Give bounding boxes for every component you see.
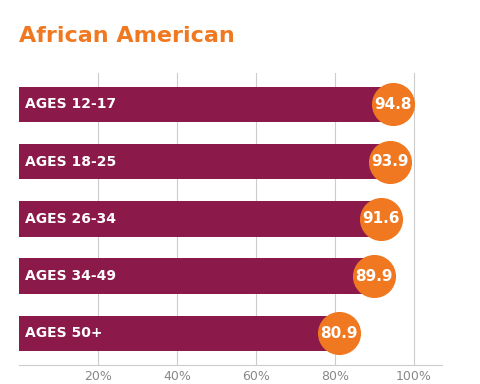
- Point: [335, 330, 342, 336]
- Point: [377, 216, 384, 222]
- Text: 91.6: 91.6: [362, 211, 399, 227]
- Point: [370, 273, 378, 279]
- Text: AGES 34-49: AGES 34-49: [25, 269, 116, 283]
- Bar: [19, 316, 338, 351]
- Text: 80.9: 80.9: [320, 326, 357, 341]
- Point: [386, 159, 394, 165]
- Bar: [19, 87, 394, 122]
- Text: African American: African American: [19, 26, 243, 46]
- Text: 93.9: 93.9: [371, 154, 408, 169]
- Text: AGES 18-25: AGES 18-25: [25, 155, 116, 169]
- Text: AGES 12-17: AGES 12-17: [25, 98, 116, 111]
- Bar: [19, 258, 374, 294]
- Text: by age: by age: [406, 26, 480, 46]
- Text: AGES 50+: AGES 50+: [25, 326, 103, 340]
- Point: [390, 101, 397, 108]
- Text: menthol use: menthol use: [243, 26, 406, 46]
- Text: 89.9: 89.9: [355, 268, 393, 284]
- Text: AGES 26-34: AGES 26-34: [25, 212, 116, 226]
- Bar: [19, 201, 381, 237]
- Bar: [19, 144, 390, 179]
- Text: 94.8: 94.8: [375, 97, 412, 112]
